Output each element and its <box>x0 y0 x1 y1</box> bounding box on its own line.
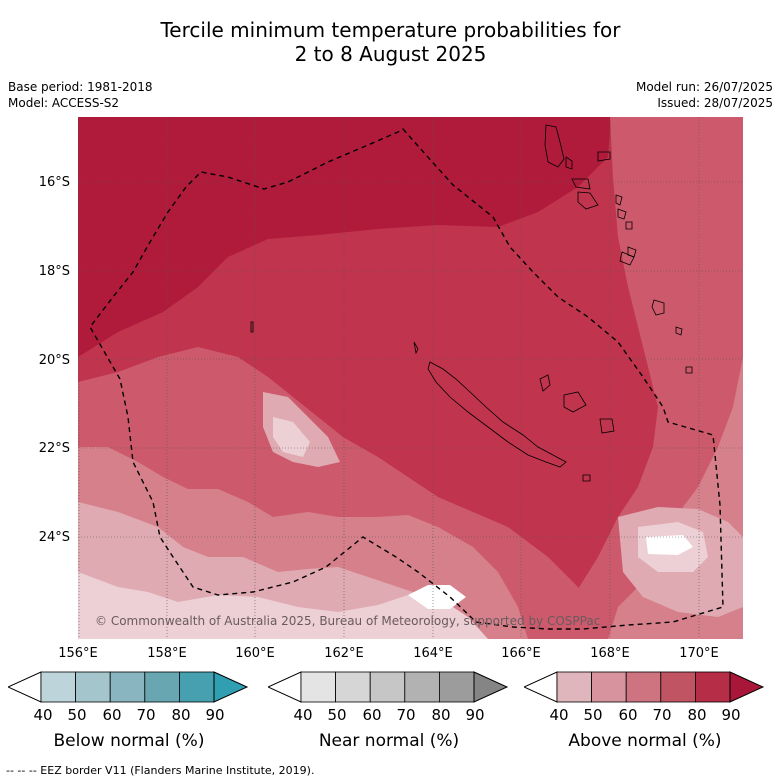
colorbar-segment <box>144 671 180 703</box>
lon-label-168e: 168°E <box>590 646 630 661</box>
colorbar-segment <box>109 671 146 703</box>
above-peak-region <box>408 585 466 609</box>
colorbar-under-triangle <box>8 671 42 703</box>
probability-map[interactable] <box>78 117 743 639</box>
title-line-1: Tercile minimum temperature probabilitie… <box>160 18 621 42</box>
colorbar-segment <box>694 671 731 703</box>
colorbar-segment <box>556 671 592 703</box>
lat-label-16s: 16°S <box>38 175 70 190</box>
loyalty-islands-ouvea <box>539 374 551 392</box>
above-40-inner-region <box>273 417 310 457</box>
tick-label: 90 <box>721 706 741 724</box>
loyalty-islands-lifou <box>563 391 587 413</box>
colorbar-over-triangle <box>473 671 509 703</box>
loyalty-islands-mare <box>599 418 615 434</box>
lon-label-160e: 160°E <box>235 646 275 661</box>
colorbar-over-triangle <box>729 671 765 703</box>
lat-label-18s: 18°S <box>38 264 70 279</box>
tick-label: 70 <box>136 706 156 724</box>
tick-label: 50 <box>67 706 87 724</box>
vanuatu-coastline <box>544 124 693 374</box>
colorbar-near-normal <box>268 671 510 703</box>
colorbar-above-svg <box>524 671 765 703</box>
colorbar-near-svg <box>268 671 509 703</box>
meta-right: Model run: 26/07/2025 Issued: 28/07/2025 <box>636 79 773 111</box>
lon-label-166e: 166°E <box>501 646 541 661</box>
tick-label: 90 <box>465 706 485 724</box>
colorbar-segment <box>369 671 406 703</box>
island-isle-of-pines <box>582 474 591 482</box>
base-period: Base period: 1981-2018 <box>8 80 153 94</box>
lon-label-162e: 162°E <box>324 646 364 661</box>
tick-label: 80 <box>431 706 451 724</box>
colorbar-under-triangle <box>524 671 558 703</box>
lat-label-22s: 22°S <box>38 441 70 456</box>
model-name: Model: ACCESS-S2 <box>8 96 120 110</box>
lat-label-24s: 24°S <box>38 530 70 545</box>
chart-title: Tercile minimum temperature probabilitie… <box>0 18 781 66</box>
colorbar-under-triangle <box>268 671 302 703</box>
colorbar-segment <box>438 671 475 703</box>
colorbar-segment <box>625 671 662 703</box>
colorbar-segment <box>591 671 627 703</box>
lon-label-170e: 170°E <box>679 646 719 661</box>
colorbar-segment <box>178 671 215 703</box>
above-normal-title: Above normal (%) <box>568 731 722 751</box>
lon-label-158e: 158°E <box>147 646 187 661</box>
colorbar-segment <box>40 671 76 703</box>
colorbar-over-triangle <box>213 671 249 703</box>
colorbar-below-svg <box>8 671 249 703</box>
map-svg <box>78 117 743 639</box>
issued-date: Issued: 28/07/2025 <box>657 96 773 110</box>
copyright-text: © Commonwealth of Australia 2025, Bureau… <box>95 614 601 628</box>
colorbar-segment <box>404 671 440 703</box>
lat-label-20s: 20°S <box>38 353 70 368</box>
colorbar-segment <box>75 671 111 703</box>
tick-label: 90 <box>205 706 225 724</box>
above-peak-east-region <box>646 535 693 555</box>
graticule <box>78 117 743 639</box>
eez-border <box>89 128 724 630</box>
islet-belep <box>413 341 419 355</box>
tick-label: 70 <box>396 706 416 724</box>
colorbar-segment <box>660 671 696 703</box>
tick-label: 70 <box>652 706 672 724</box>
above-90-region <box>78 117 611 357</box>
model-run: Model run: 26/07/2025 <box>635 80 773 94</box>
new-caledonia-coastline <box>427 361 567 468</box>
lon-label-164e: 164°E <box>413 646 453 661</box>
colorbar-segment <box>300 671 336 703</box>
colorbar-above-normal <box>524 671 766 703</box>
colorbar-below-normal <box>8 671 250 703</box>
meta-left: Base period: 1981-2018 Model: ACCESS-S2 <box>8 79 153 111</box>
tick-label: 80 <box>687 706 707 724</box>
tick-label: 80 <box>171 706 191 724</box>
above-40-region <box>78 572 488 639</box>
below-normal-title: Below normal (%) <box>53 731 205 751</box>
tick-label: 40 <box>293 706 313 724</box>
near-normal-title: Near normal (%) <box>318 731 460 751</box>
chesterfield-islet <box>250 321 254 333</box>
title-line-2: 2 to 8 August 2025 <box>294 42 487 66</box>
tick-label: 50 <box>327 706 347 724</box>
tick-label: 50 <box>583 706 603 724</box>
colorbar-segment <box>335 671 371 703</box>
lon-label-156e: 156°E <box>58 646 98 661</box>
tick-label: 40 <box>33 706 53 724</box>
tick-label: 40 <box>549 706 569 724</box>
tick-label: 60 <box>102 706 122 724</box>
tick-label: 60 <box>618 706 638 724</box>
tick-label: 60 <box>362 706 382 724</box>
eez-footnote: -- -- -- EEZ border V11 (Flanders Marine… <box>6 764 315 777</box>
